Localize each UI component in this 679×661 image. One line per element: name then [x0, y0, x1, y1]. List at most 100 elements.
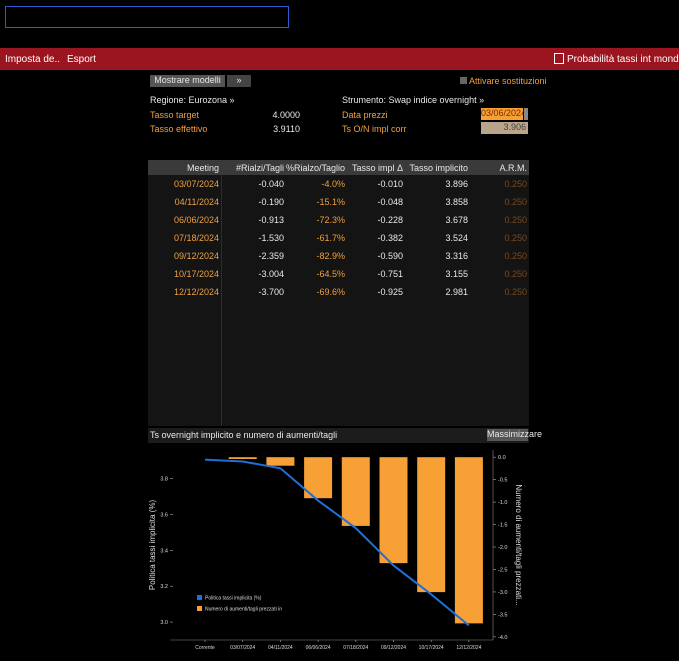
table-cell: -0.228	[377, 215, 403, 225]
table-cell: -0.913	[258, 215, 284, 225]
table-cell: -0.751	[377, 269, 403, 279]
x-tick-label: 10/17/2024	[419, 645, 444, 651]
table-cell: -3.004	[258, 269, 284, 279]
table-cell: -0.190	[258, 197, 284, 207]
column-header: %Rialzo/Taglio	[285, 163, 345, 173]
table-cell: 3.678	[445, 215, 468, 225]
y-axis-label: Politica tassi implicita (%)	[148, 500, 157, 591]
y2-tick-label: -0.5	[498, 478, 507, 484]
legend-swatch	[197, 595, 202, 600]
button[interactable]: »	[227, 75, 251, 87]
bar	[454, 457, 483, 624]
table-cell: -72.3%	[316, 215, 345, 225]
table-cell: -2.359	[258, 251, 284, 261]
instrument[interactable]: Strumento: Swap indice overnight »	[342, 95, 485, 105]
y-tick-label: 3.2	[160, 584, 168, 590]
button[interactable]: Massimizzare	[487, 429, 543, 441]
y2-tick-label: -4.0	[498, 635, 507, 641]
table-cell: 0.250	[504, 197, 527, 207]
table-cell: 3.155	[445, 269, 468, 279]
table-cell: 07/18/2024	[173, 233, 219, 243]
menu-item[interactable]: Esport	[67, 54, 96, 65]
checkbox[interactable]	[460, 77, 467, 84]
column-divider	[221, 175, 222, 426]
table-cell: -69.6%	[316, 287, 345, 297]
y2-tick-label: -2.5	[498, 567, 507, 573]
table-cell: 0.250	[504, 179, 527, 189]
legend-label: Numero di aumenti/tagli prezzati in	[205, 607, 282, 613]
column-header: Tasso implicito	[409, 163, 468, 173]
x-tick-label: 09/12/2024	[381, 645, 406, 651]
table-cell: 3.316	[445, 251, 468, 261]
chart: 3.0 3.2 3.4 3.6 3.8 0.0 -0.5 -1.0 -1.5 -2.0 -2.5 -3…	[148, 450, 523, 651]
table-cell: 03/07/2024	[173, 179, 219, 189]
menu-item[interactable]: Imposta de..	[5, 54, 61, 65]
table-cell: -64.5%	[316, 269, 345, 279]
legend-label: Politica tassi implicita (%)	[205, 596, 262, 602]
column-header: A.R.M.	[499, 163, 527, 173]
date-input[interactable]: 03/06/2024	[481, 108, 527, 120]
label: Tasso target	[150, 110, 200, 120]
y2-tick-label: 0.0	[498, 455, 506, 461]
table-cell: 2.981	[445, 287, 468, 297]
table-cell: -0.040	[258, 179, 284, 189]
link-icon	[554, 53, 564, 64]
y2-tick-label: -3.5	[498, 612, 507, 618]
y-tick-label: 3.6	[160, 513, 168, 519]
table-cell: 06/06/2024	[173, 215, 219, 225]
line	[204, 458, 470, 627]
label: Ts O/N impl corr	[342, 124, 407, 134]
table-cell: -0.048	[377, 197, 403, 207]
table-cell: 0.250	[504, 233, 527, 243]
spinner[interactable]	[524, 108, 528, 120]
value: 4.0000	[272, 110, 300, 120]
y2-tick-label: -3.0	[498, 590, 507, 596]
search-box[interactable]	[5, 6, 289, 28]
value: 3.9110	[273, 124, 300, 134]
bar	[228, 457, 257, 459]
x-tick-label: 12/12/2024	[456, 645, 481, 651]
x-tick-label: 04/11/2024	[268, 645, 293, 651]
column-header: Tasso impl Δ	[351, 163, 403, 173]
label: Data prezzi	[342, 110, 388, 120]
table-cell: 0.250	[504, 215, 527, 225]
table-cell: 10/17/2024	[173, 269, 219, 279]
table-cell: -82.9%	[316, 251, 345, 261]
chart-title: Ts overnight implicito e numero di aumen…	[150, 430, 338, 440]
y-tick-label: 3.0	[160, 620, 168, 626]
table-cell: 0.250	[504, 269, 527, 279]
label: Tasso effettivo	[150, 124, 208, 134]
table-cell: 3.858	[445, 197, 468, 207]
table-cell: 04/11/2024	[174, 197, 219, 207]
region[interactable]: Regione: Eurozona »	[150, 95, 235, 105]
table-cell: 09/12/2024	[173, 251, 219, 261]
button[interactable]: Mostrare modelli	[150, 75, 225, 87]
chart-header	[148, 428, 529, 443]
menu-link[interactable]: Probabilità tassi int mondiali	[567, 54, 679, 65]
column-header: Meeting	[186, 163, 219, 173]
table-cell: -0.925	[377, 287, 403, 297]
table-cell: 12/12/2024	[173, 287, 219, 297]
y2-tick-label: -1.5	[498, 523, 507, 529]
y-tick-label: 3.4	[160, 548, 168, 554]
table-cell: 0.250	[504, 251, 527, 261]
y-tick-label: 3.8	[160, 477, 168, 483]
table-cell: -0.010	[377, 179, 403, 189]
bar	[417, 457, 446, 593]
x-tick-label: 06/06/2024	[306, 645, 331, 651]
x-tick-label: 07/18/2024	[343, 645, 368, 651]
checkbox-label: Attivare sostituzioni	[469, 76, 547, 86]
table-cell: -1.530	[258, 233, 284, 243]
table-cell: 3.896	[445, 179, 468, 189]
x-tick-label: Corrente	[195, 645, 215, 651]
x-tick-label: 03/07/2024	[230, 645, 255, 651]
bar	[341, 457, 370, 526]
table-panel	[148, 160, 529, 426]
y2-axis-label: Numero di aumenti/tagli prezzati...	[514, 484, 523, 605]
table-cell: 3.524	[445, 233, 468, 243]
table-header-bg	[148, 160, 529, 175]
y2-tick-label: -1.0	[498, 500, 507, 506]
table-cell: -0.382	[377, 233, 403, 243]
